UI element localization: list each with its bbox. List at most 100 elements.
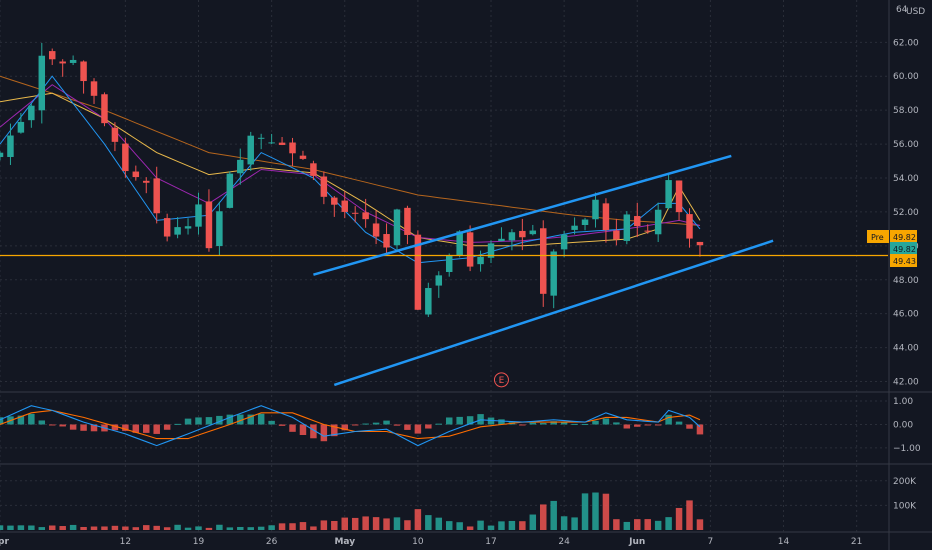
time-tick-label: 26 [266,537,278,547]
candle-body [90,81,98,96]
axes: 64 USD 62.0060.0058.0056.0054.0052.0050.… [0,5,925,547]
volume-bar [48,525,56,530]
volume-bar [487,525,495,530]
macd-histogram-bar [69,424,77,430]
candle-body [414,234,422,310]
candle-body [247,135,254,165]
last-price-badge [890,242,917,255]
candle-body [132,171,140,178]
volume-bar [675,507,683,530]
price-tick-label: 54.00 [893,174,919,184]
volume-bar [69,524,77,530]
candle-body [571,225,578,230]
volume-bar [0,525,4,530]
volume-bar [686,500,693,530]
time-tick-label: 7 [708,537,714,547]
volume-bar [226,527,234,530]
earnings-marker[interactable]: E [493,372,509,388]
time-tick-label: 10 [412,537,424,547]
price-tick-label: 46.00 [893,310,919,320]
macd-histogram-bar [466,416,474,425]
candle-body [393,209,401,246]
candle-body [143,180,150,183]
candle-body [310,163,317,176]
time-tick-label: 14 [778,537,790,547]
candles[interactable] [0,42,704,318]
earnings-circle[interactable] [493,372,509,388]
macd-histogram-bar [540,423,547,425]
volume-bar [111,525,119,530]
volume-bar [351,517,359,530]
volume-bar [320,520,328,530]
candle-body [362,212,369,220]
candle-body [613,230,620,240]
moving-averages [0,75,701,264]
macd-histogram-bar [341,424,348,431]
candle-body [341,200,348,212]
pre-label-badge [867,230,889,243]
macd-histogram-bar [48,424,56,426]
volume-bar [143,525,150,530]
candle-body [59,61,66,64]
candle-body [278,142,286,145]
volume-bar [529,514,537,530]
volume-bar [237,526,244,530]
macd-histogram-bar [362,423,369,425]
price-badges: Pre 49.82 49.82 49.43 [867,230,917,267]
time-tick-label: 21 [851,537,862,547]
macd-histogram-bar [205,417,213,425]
candle-body [17,121,25,133]
candle-body [560,234,568,250]
macd-histogram-bar [268,420,275,425]
volume-bar [341,517,348,530]
candle-body [654,209,662,235]
candle-body [540,228,547,294]
macd-histogram-bar [634,424,641,427]
top-tick-label: 64 [896,5,908,15]
volume-bar [665,517,672,530]
candle-body [226,173,234,208]
volume-bar [644,519,651,530]
price-tick-label: 52.00 [893,208,919,218]
last-price-value: 49.82 [893,245,916,254]
macd-histogram-bar [299,424,307,435]
time-tick-label: May [334,537,355,547]
volume-bar [59,526,66,530]
macd-histogram-bar [623,424,631,429]
volume-bar [163,527,171,530]
volume-bar [613,519,620,530]
volume-bar [393,517,401,530]
candle-body [184,226,192,229]
drawings[interactable] [0,154,888,387]
earnings-label: E [499,376,505,386]
macd-histogram-bar [529,422,537,425]
macd-tick-label: 0.00 [893,420,913,430]
price-tick-label: 48.00 [893,276,919,286]
candle-body [602,203,610,231]
channel-lower-line [333,239,774,387]
macd-histogram-bar [289,424,296,432]
candle-body [351,212,359,214]
macd-histogram-bar [404,424,411,430]
volume-bar [445,521,453,530]
candle-body [644,230,651,232]
volume-bar [153,525,160,530]
volume-bar [540,504,547,530]
time-tick-label: Apr [0,537,9,547]
candle-body [205,201,213,249]
candle-body [445,255,453,272]
candle-body [498,238,505,242]
ma-long-line [0,75,701,226]
candle-body [0,152,4,158]
currency-label: USD [906,7,925,17]
candle-body [48,51,56,60]
macd-histogram-bar [195,417,202,425]
macd-tick-label: −1.00 [893,444,921,454]
volume-bar [122,526,129,530]
price-tick-label: 58.00 [893,106,919,116]
macd-histogram-bar [331,424,338,437]
ma-slow-line [0,92,701,247]
macd-histogram-bar [393,424,401,426]
